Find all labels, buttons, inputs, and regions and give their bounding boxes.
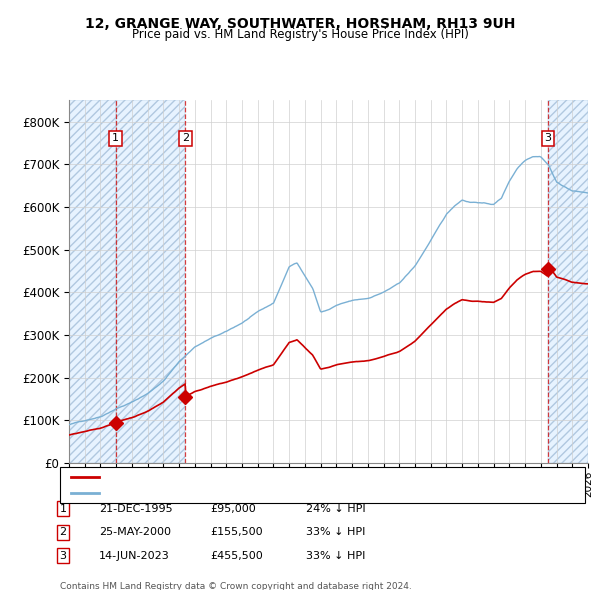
Bar: [69, 100, 116, 463]
Bar: [548, 100, 588, 463]
Text: 14-JUN-2023: 14-JUN-2023: [99, 551, 170, 560]
Text: £455,500: £455,500: [210, 551, 263, 560]
Text: 12, GRANGE WAY, SOUTHWATER, HORSHAM, RH13 9UH: 12, GRANGE WAY, SOUTHWATER, HORSHAM, RH1…: [85, 17, 515, 31]
Text: 33% ↓ HPI: 33% ↓ HPI: [306, 551, 365, 560]
Text: 3: 3: [59, 551, 67, 560]
Text: 2: 2: [182, 133, 189, 143]
Bar: [116, 100, 185, 463]
Text: 24% ↓ HPI: 24% ↓ HPI: [306, 504, 365, 513]
Bar: [548, 100, 588, 463]
Text: 12, GRANGE WAY, SOUTHWATER, HORSHAM, RH13 9UH (detached house): 12, GRANGE WAY, SOUTHWATER, HORSHAM, RH1…: [104, 472, 487, 482]
Text: 1: 1: [59, 504, 67, 513]
Text: 1: 1: [112, 133, 119, 143]
Text: 33% ↓ HPI: 33% ↓ HPI: [306, 527, 365, 537]
Bar: [69, 100, 116, 463]
Text: 21-DEC-1995: 21-DEC-1995: [99, 504, 173, 513]
Text: 3: 3: [544, 133, 551, 143]
Text: 25-MAY-2000: 25-MAY-2000: [99, 527, 171, 537]
Text: Price paid vs. HM Land Registry's House Price Index (HPI): Price paid vs. HM Land Registry's House …: [131, 28, 469, 41]
Text: £155,500: £155,500: [210, 527, 263, 537]
Text: 2: 2: [59, 527, 67, 537]
Bar: [116, 100, 185, 463]
Text: Contains HM Land Registry data © Crown copyright and database right 2024.: Contains HM Land Registry data © Crown c…: [60, 582, 412, 590]
Text: HPI: Average price, detached house, Horsham: HPI: Average price, detached house, Hors…: [104, 488, 344, 498]
Text: £95,000: £95,000: [210, 504, 256, 513]
